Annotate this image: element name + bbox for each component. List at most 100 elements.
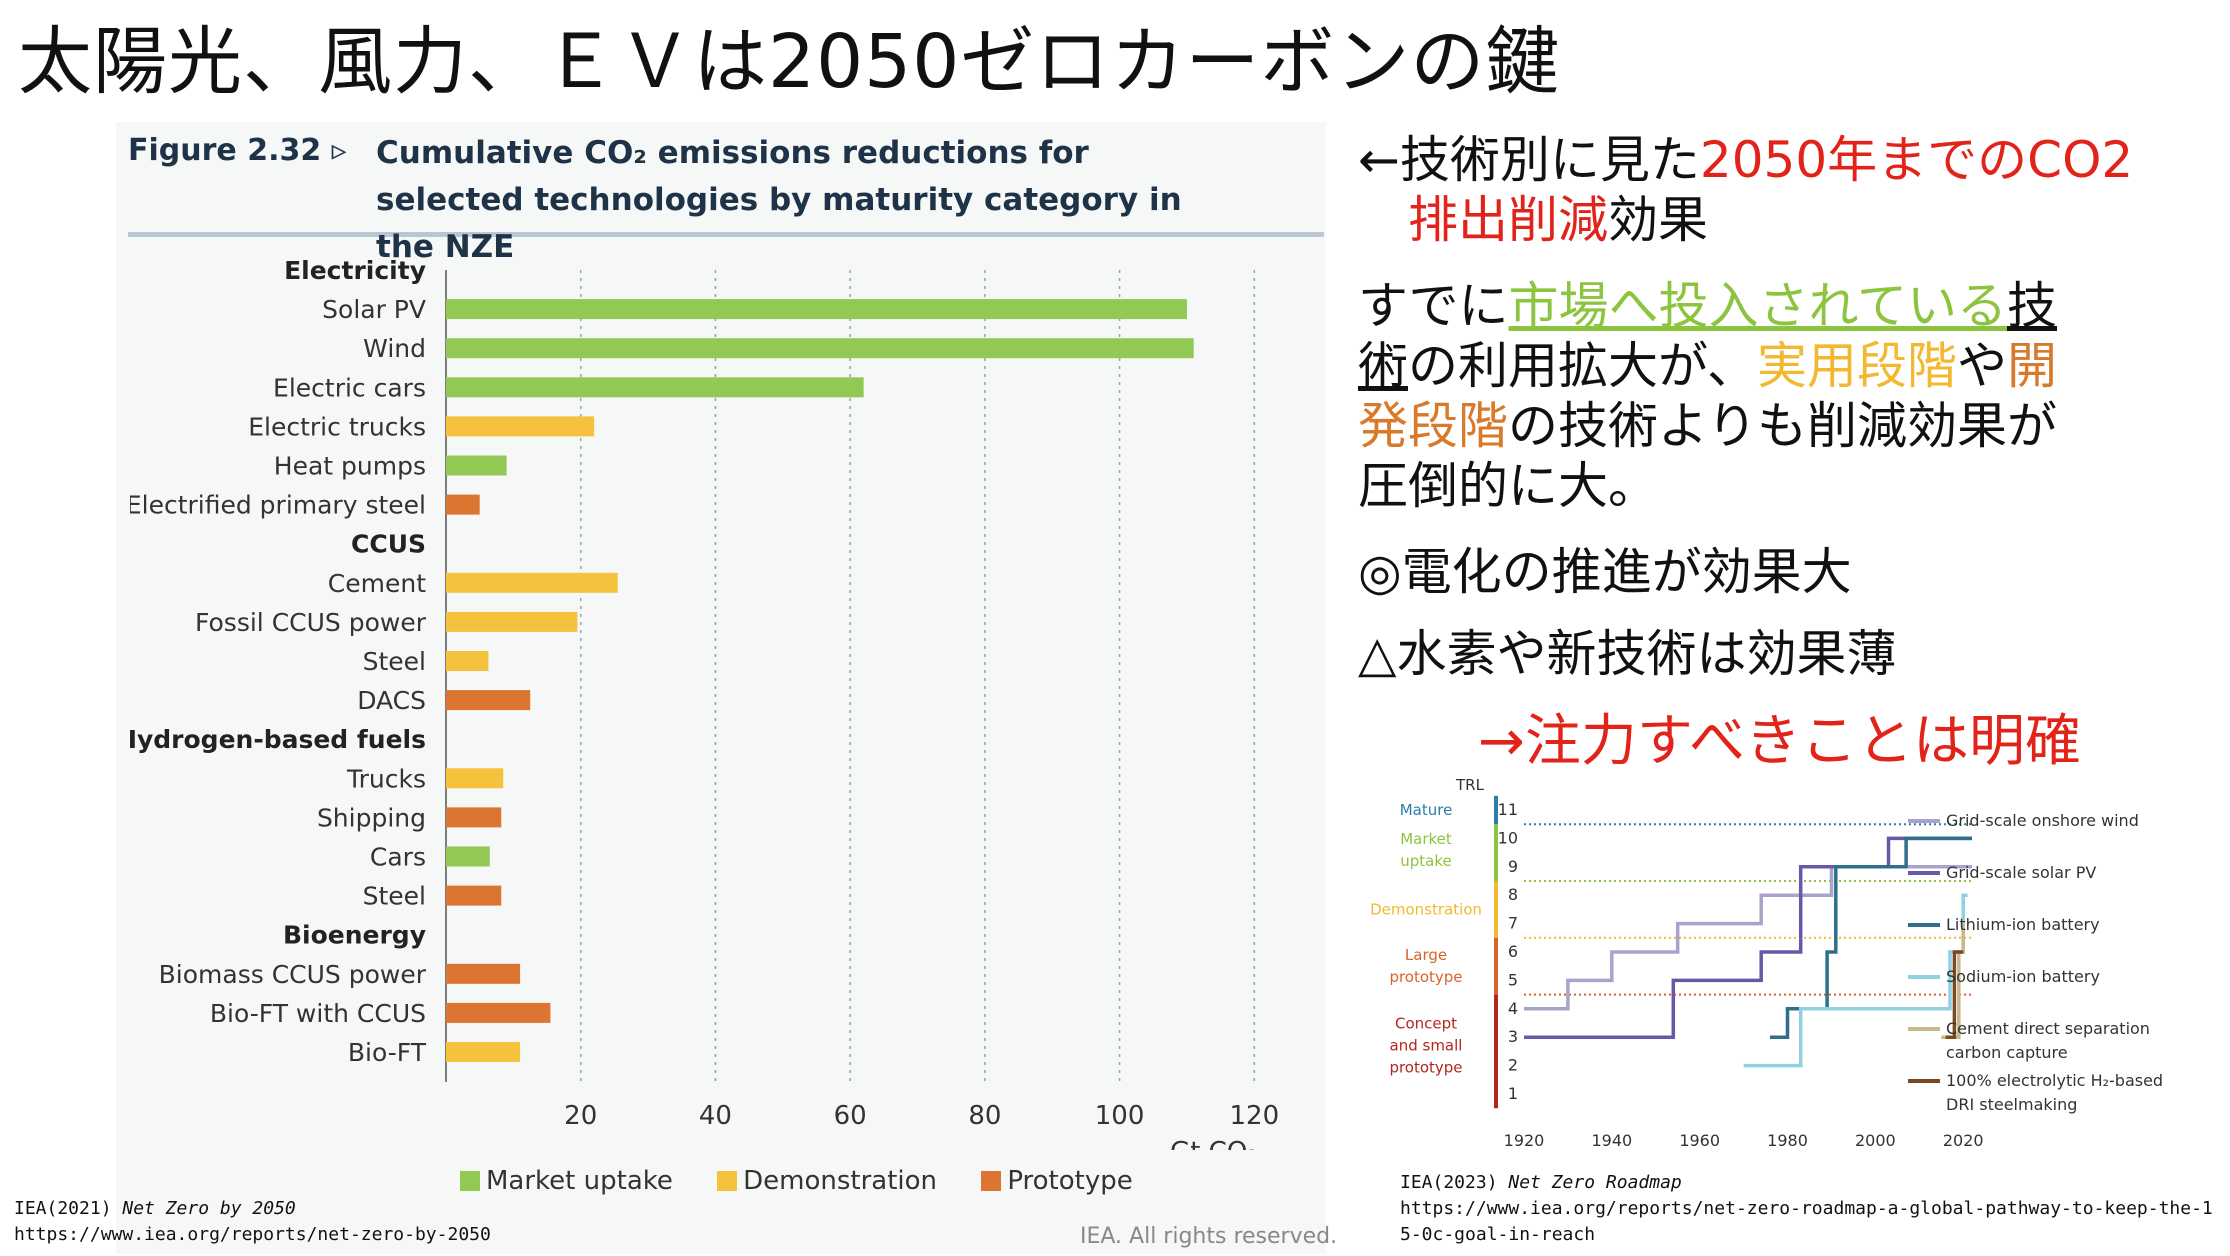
y-tick-label: 6 xyxy=(1508,942,1518,961)
x-tick-label: 80 xyxy=(968,1101,1001,1131)
text-paragraph-3: ◎電化の推進が効果大 xyxy=(1358,543,1852,601)
y-tick-label: 1 xyxy=(1508,1084,1518,1103)
maturity-band-bar xyxy=(1494,824,1498,881)
maturity-band-label: and small xyxy=(1390,1037,1463,1055)
category-label: Heat pumps xyxy=(274,452,426,481)
source-citation-right: IEA(2023) Net Zero Roadmap https://www.i… xyxy=(1400,1170,2220,1248)
category-label: Cement xyxy=(328,569,426,598)
figure-header-divider xyxy=(128,232,1324,237)
text-span: や xyxy=(1957,337,2007,395)
series-line xyxy=(1743,893,1968,1068)
text-span-orange: 発段階 xyxy=(1358,397,1508,455)
source-citation-left: IEA(2021) Net Zero by 2050 https://www.i… xyxy=(14,1196,491,1248)
bar xyxy=(446,846,490,867)
text-paragraph-1: ←技術別に見た2050年までのCO2 排出削減効果 xyxy=(1358,130,2133,250)
text-span: ←技術別に見た xyxy=(1358,131,1700,189)
text-span: 効果 xyxy=(1608,191,1708,249)
y-tick-label: 11 xyxy=(1498,800,1518,819)
category-label: Biomass CCUS power xyxy=(159,960,427,989)
y-tick-label: 4 xyxy=(1508,999,1518,1018)
emissions-bar-chart: 20 40 60 80 100 120 Gt CO₂ Electricity Solar PV W… xyxy=(130,256,1279,1150)
category-label: Steel xyxy=(363,882,426,911)
category-label: Bio-FT with CCUS xyxy=(210,999,426,1028)
y-tick-label: 9 xyxy=(1508,857,1518,876)
bar xyxy=(446,377,864,398)
text-span-green: 市場へ投入されている xyxy=(1508,277,2008,335)
bar xyxy=(446,1042,521,1062)
bar xyxy=(446,611,578,632)
legend-item-market-uptake: Market uptake xyxy=(460,1166,673,1196)
x-tick-label: 2000 xyxy=(1855,1131,1896,1150)
category-label: Shipping xyxy=(317,803,426,832)
figure-caption: Cumulative CO₂ emissions reductions for … xyxy=(376,135,1182,265)
x-tick-label: 20 xyxy=(564,1101,597,1131)
series-line xyxy=(1770,836,1972,1039)
x-tick-label: 1940 xyxy=(1591,1131,1632,1150)
maturity-band-label: Concept xyxy=(1395,1015,1457,1033)
text-span-orange: 開 xyxy=(2007,337,2057,395)
maturity-band-label: Mature xyxy=(1400,801,1453,819)
maturity-band-bar xyxy=(1494,994,1498,1109)
figure-rights: IEA. All rights reserved. xyxy=(1080,1224,1338,1249)
y-tick-label: 3 xyxy=(1508,1027,1518,1046)
slide-title: 太陽光、風力、ＥＶは2050ゼロカーボンの鍵 xyxy=(18,19,1561,105)
bar xyxy=(446,651,489,671)
category-label: Trucks xyxy=(346,764,426,793)
maturity-band-label: Demonstration xyxy=(1370,900,1482,918)
bar xyxy=(446,455,507,476)
bar xyxy=(446,768,504,789)
legend-item-prototype: Prototype xyxy=(981,1166,1133,1196)
y-tick-label: 7 xyxy=(1508,914,1518,933)
y-tick-label: 2 xyxy=(1508,1056,1518,1075)
text-span-yellow: 実用段階 xyxy=(1757,337,1957,395)
x-tick-label: 2020 xyxy=(1943,1131,1984,1150)
maturity-band-label: Large xyxy=(1405,946,1447,964)
legend-label: Lithium-ion battery xyxy=(1946,915,2100,934)
legend-label: 100% electrolytic H₂-based xyxy=(1946,1071,2163,1090)
group-label: Bioenergy xyxy=(283,921,426,950)
legend-item-demonstration: Demonstration xyxy=(717,1166,937,1196)
x-tick-label: 100 xyxy=(1095,1101,1145,1131)
text-paragraph-4: △水素や新技術は効果薄 xyxy=(1358,625,1897,683)
text-conclusion: →注力すべきことは明確 xyxy=(1478,709,2082,774)
maturity-band-bar xyxy=(1494,881,1498,938)
chart-legend: Market uptake Demonstration Prototype xyxy=(460,1166,1169,1196)
legend-label: Grid-scale solar PV xyxy=(1946,863,2096,882)
category-label: Solar PV xyxy=(322,295,426,324)
legend-label: Sodium-ion battery xyxy=(1946,967,2100,986)
maturity-band-label: uptake xyxy=(1400,852,1451,870)
text-span: の利用拡大が、 xyxy=(1408,337,1757,395)
maturity-band-label: prototype xyxy=(1389,968,1462,986)
category-label: Electric trucks xyxy=(248,412,426,441)
y-axis-title: TRL xyxy=(1455,776,1485,794)
maturity-band-bar xyxy=(1494,937,1498,995)
legend-swatch xyxy=(460,1171,480,1191)
category-label: Wind xyxy=(363,334,426,363)
text-paragraph-2: すでに市場へ投入されている技 術の利用拡大が、実用段階や開 発段階の技術よりも削… xyxy=(1358,276,2057,516)
text-span: の技術よりも削減効果が xyxy=(1508,397,2057,455)
y-tick-label: 5 xyxy=(1508,970,1518,989)
x-tick-label: 60 xyxy=(834,1101,867,1131)
series-line xyxy=(1524,865,1972,1011)
text-span-red: 排出削減 xyxy=(1408,191,1608,249)
legend-swatch xyxy=(981,1171,1002,1191)
bar xyxy=(446,690,531,711)
text-span: 圧倒的に大。 xyxy=(1358,457,1658,515)
text-span-underlined: 技 xyxy=(2007,277,2057,335)
series-line xyxy=(1524,836,1972,1039)
legend-label: Market uptake xyxy=(486,1166,673,1196)
legend-label: Demonstration xyxy=(743,1166,938,1196)
text-span: すでに xyxy=(1358,277,1509,335)
source-url-link[interactable]: https://www.iea.org/reports/net-zero-by-… xyxy=(14,1224,491,1245)
source-title: Net Zero Roadmap xyxy=(1508,1172,1682,1193)
maturity-band-label: prototype xyxy=(1389,1059,1462,1077)
bar xyxy=(446,572,618,593)
group-label: CCUS xyxy=(351,530,426,559)
source-url-link[interactable]: https://www.iea.org/reports/net-zero-roa… xyxy=(1400,1198,2213,1245)
text-span-red: 2050年までのCO2 xyxy=(1699,131,2134,189)
x-tick-label: 120 xyxy=(1229,1101,1279,1131)
group-label: Hydrogen-based fuels xyxy=(130,725,426,754)
bar xyxy=(446,494,480,515)
x-axis-title: Gt CO₂ xyxy=(1170,1137,1258,1150)
